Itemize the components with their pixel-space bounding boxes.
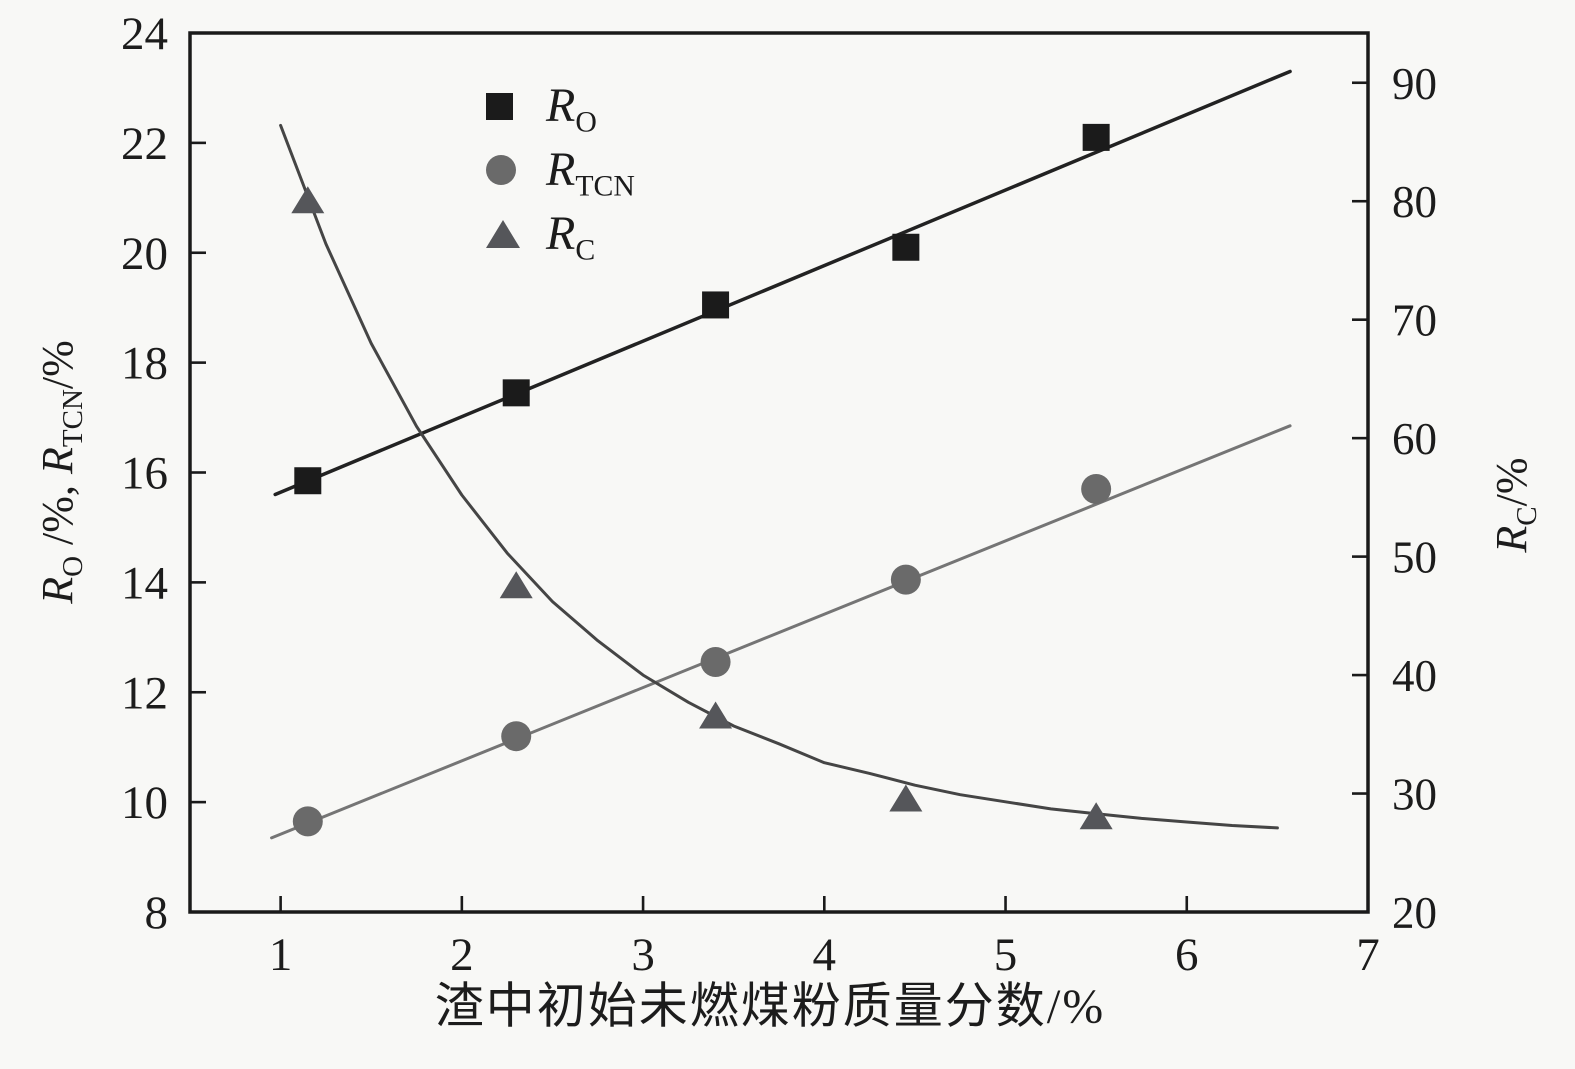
legend-label-rc: RC (532, 207, 595, 265)
x-tick-label: 2 (450, 929, 474, 981)
data-point-circle (292, 806, 323, 837)
x-tick-label: 4 (813, 929, 837, 981)
legend-label-ro-sub: O (575, 105, 597, 139)
data-point-square (502, 379, 530, 407)
right-axis-title-tail: /% (1487, 457, 1536, 507)
legend-label-ro: RO (532, 79, 597, 137)
data-point-square (294, 467, 322, 495)
trend-line-r_tcn (270, 424, 1292, 840)
left-axis-title-mid: /%, (33, 474, 82, 556)
data-point-triangle (1079, 802, 1113, 830)
data-point-square (702, 291, 730, 319)
y-left-tick-label: 20 (121, 228, 168, 280)
legend-label-rc-main: R (546, 207, 576, 260)
data-point-triangle (499, 571, 533, 599)
data-point-triangle (889, 784, 923, 812)
trend-line-r_o (273, 69, 1292, 497)
x-tick-label: 6 (1175, 929, 1199, 981)
y-left-tick-label: 10 (121, 777, 168, 829)
square-marker-icon (486, 92, 513, 120)
y-right-tick-label: 60 (1392, 414, 1437, 464)
x-axis-title: 渣中初始未燃煤粉质量分数/% (434, 978, 1106, 1034)
legend-label-rtcn: RTCN (532, 143, 635, 201)
left-axis-title-s2: TCN (56, 389, 89, 448)
legend-item-ro: RO (486, 74, 635, 138)
left-axis-title-r2: R (33, 447, 82, 475)
legend-label-ro-main: R (546, 79, 576, 132)
y-left-tick-label: 24 (121, 8, 168, 60)
legend-label-rtcn-main: R (546, 143, 576, 196)
right-axis-title-s: C (1510, 506, 1543, 526)
circle-marker-icon (486, 155, 516, 185)
legend-item-rc: RC (486, 202, 635, 266)
y-left-tick-label: 12 (121, 667, 168, 719)
legend-item-rtcn: RTCN (486, 138, 635, 202)
y-right-tick-label: 70 (1392, 296, 1437, 346)
x-tick-label: 3 (631, 929, 655, 981)
right-axis-title-r: R (1487, 525, 1536, 553)
y-right-tick-label: 90 (1392, 59, 1437, 109)
x-tick-label: 1 (269, 929, 293, 981)
legend-label-rtcn-sub: TCN (575, 169, 635, 203)
right-axis-title: RC/% (1487, 457, 1543, 553)
fit-curve-r_c (279, 123, 1279, 830)
data-point-square (1082, 123, 1110, 151)
left-axis-title-r1: R (33, 576, 82, 604)
data-point-square (892, 233, 920, 261)
legend: RO RTCN RC (486, 74, 635, 266)
y-left-tick-label: 18 (121, 338, 168, 390)
data-point-circle (890, 564, 921, 595)
y-left-tick-label: 8 (145, 887, 169, 939)
data-point-triangle (291, 186, 325, 214)
y-left-tick-label: 14 (121, 557, 168, 609)
x-tick-label: 7 (1356, 929, 1380, 981)
data-point-circle (1081, 473, 1112, 504)
plot-frame (188, 31, 1370, 914)
left-axis-title-tail: /% (33, 340, 82, 390)
x-tick-label: 5 (994, 929, 1018, 981)
left-axis-title: RO /%, RTCN/% (33, 340, 89, 604)
y-right-tick-label: 40 (1392, 651, 1437, 701)
legend-label-rc-sub: C (575, 233, 596, 267)
y-left-tick-label: 22 (121, 118, 168, 170)
data-point-circle (501, 721, 532, 752)
y-right-tick-label: 20 (1392, 888, 1437, 938)
data-point-triangle (699, 701, 733, 729)
y-left-tick-label: 16 (121, 448, 168, 500)
y-right-tick-label: 50 (1392, 533, 1437, 583)
y-right-tick-label: 30 (1392, 770, 1437, 820)
y-right-tick-label: 80 (1392, 177, 1437, 227)
data-point-circle (700, 647, 731, 678)
triangle-marker-icon (486, 220, 520, 248)
left-axis-title-s1: O (56, 555, 89, 577)
